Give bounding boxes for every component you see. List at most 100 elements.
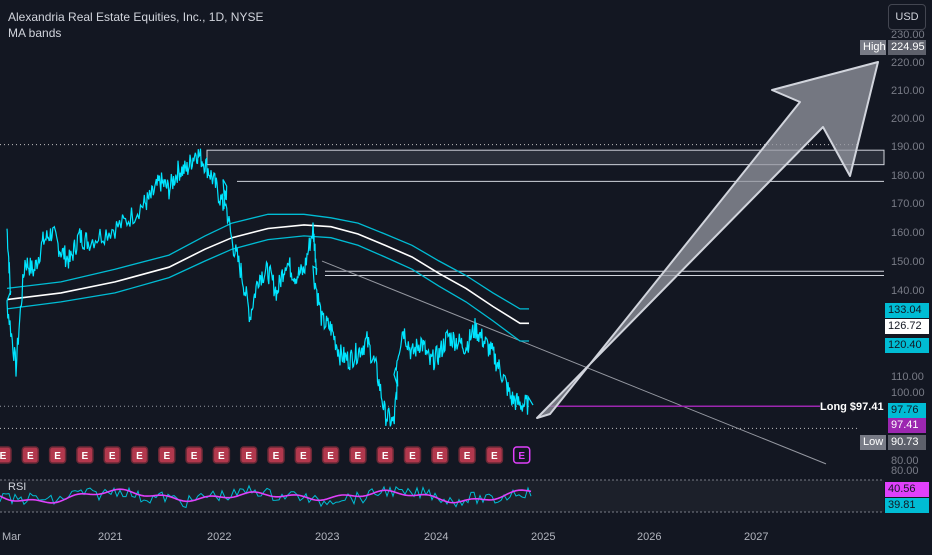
price-axis-tick: 230.00 — [891, 29, 925, 41]
indicator-label[interactable]: MA bands — [8, 26, 62, 40]
price-label-band-lower: 120.40 — [885, 338, 929, 353]
earnings-marker-letter: E — [54, 451, 61, 462]
price-axis-tick: 190.00 — [891, 141, 925, 153]
earnings-marker-box — [0, 446, 12, 464]
earnings-marker-box — [267, 446, 285, 464]
ma-band-upper — [6, 213, 529, 310]
time-axis-label: 2027 — [744, 531, 768, 543]
price-label-band-upper: 133.04 — [885, 303, 929, 318]
earnings-marker-box — [431, 446, 449, 464]
earnings-marker-box — [21, 446, 40, 464]
earnings-marker-box — [458, 446, 476, 464]
earnings-marker: E — [512, 446, 531, 464]
price-axis-tick: 80.00 — [891, 455, 919, 467]
rsi-band — [0, 480, 884, 512]
earnings-marker-letter: E — [218, 451, 225, 462]
symbol-title: Alexandria Real Estate Equities, Inc., 1… — [8, 10, 264, 24]
earnings-marker-letter: E — [27, 451, 34, 462]
earnings-marker-letter: E — [464, 451, 471, 462]
earnings-marker: E — [239, 446, 258, 464]
earnings-marker-box — [103, 446, 121, 464]
price-label-band-mid: 126.72 — [885, 319, 929, 334]
price-axis-tick: 110.00 — [891, 371, 924, 383]
earnings-marker-letter: E — [436, 451, 443, 462]
earnings-marker-letter: E — [382, 451, 389, 462]
earnings-marker-box — [321, 446, 340, 464]
earnings-marker-box — [403, 446, 422, 464]
earnings-marker-box — [485, 446, 504, 464]
price-axis-tick: 100.00 — [891, 387, 925, 399]
currency-button[interactable]: USD — [888, 4, 926, 30]
earnings-marker: E — [376, 446, 394, 464]
earnings-marker: E — [458, 446, 476, 464]
price-axis-tick: 170.00 — [891, 198, 925, 210]
price-label-rsi-val: 39.81 — [885, 498, 929, 513]
earnings-marker-letter: E — [300, 451, 307, 462]
price-axis-tick: 140.00 — [891, 285, 925, 297]
price-label-low-val: 90.73 — [888, 435, 926, 450]
price-axis-tick: 210.00 — [891, 85, 925, 97]
time-axis-label: 2025 — [531, 531, 555, 543]
projection-arrow — [536, 61, 879, 419]
earnings-marker-letter: E — [409, 451, 416, 462]
earnings-marker-letter: E — [327, 451, 334, 462]
earnings-marker: E — [294, 446, 313, 464]
price-label-low-tag: Low — [860, 435, 886, 450]
rsi-ma-line — [0, 488, 532, 504]
earnings-marker-box — [212, 446, 231, 464]
earnings-marker-letter: E — [0, 451, 7, 462]
earnings-marker-box — [48, 446, 67, 464]
earnings-marker: E — [0, 446, 12, 464]
earnings-marker: E — [212, 446, 231, 464]
earnings-marker: E — [130, 446, 149, 464]
earnings-marker: E — [349, 446, 367, 464]
price-axis-tick: 180.00 — [891, 170, 925, 182]
earnings-marker: E — [431, 446, 449, 464]
ma-band-mid — [6, 224, 529, 325]
time-axis-label: 2022 — [207, 531, 231, 543]
earnings-marker-letter: E — [273, 451, 280, 462]
rsi-label: RSI — [8, 481, 26, 493]
earnings-marker-letter: E — [355, 451, 362, 462]
price-axis-tick: 80.00 — [891, 465, 919, 477]
time-axis-label: 2021 — [98, 531, 122, 543]
earnings-marker: E — [48, 446, 67, 464]
earnings-marker: E — [403, 446, 422, 464]
price-axis-tick: 220.00 — [891, 57, 925, 69]
price-axis-tick: 200.00 — [891, 113, 925, 125]
long-position-label: Long $97.41 — [820, 401, 884, 413]
price-axis-tick: 160.00 — [891, 227, 925, 239]
earnings-marker: E — [76, 446, 94, 464]
time-axis-label: 2023 — [315, 531, 339, 543]
earnings-marker-box — [158, 446, 176, 464]
earnings-marker-letter: E — [518, 451, 525, 462]
earnings-marker-letter: E — [136, 451, 143, 462]
earnings-marker-box — [349, 446, 367, 464]
ma-band-lower — [6, 235, 529, 342]
earnings-marker-box — [512, 446, 531, 464]
earnings-marker-box — [130, 446, 149, 464]
earnings-marker: E — [485, 446, 504, 464]
price-label-long-price: 97.41 — [888, 418, 926, 433]
earnings-marker-box — [185, 446, 203, 464]
trendline — [321, 260, 827, 465]
earnings-marker: E — [158, 446, 176, 464]
price-label-high-val: 224.95 — [888, 40, 926, 55]
earnings-marker-letter: E — [491, 451, 498, 462]
earnings-marker: E — [321, 446, 340, 464]
earnings-marker-box — [76, 446, 94, 464]
earnings-marker-letter: E — [245, 451, 252, 462]
time-axis-label: 2024 — [424, 531, 448, 543]
price-label-rsi-ma: 40.56 — [885, 482, 929, 497]
earnings-marker: E — [21, 446, 40, 464]
earnings-marker-box — [239, 446, 258, 464]
time-axis-label: 2026 — [637, 531, 661, 543]
earnings-marker-box — [376, 446, 394, 464]
price-line — [6, 148, 534, 427]
price-axis-tick: 150.00 — [891, 256, 925, 268]
earnings-marker: E — [267, 446, 285, 464]
time-axis-label: Mar — [2, 531, 21, 543]
price-label-last-price: 97.76 — [888, 403, 926, 418]
